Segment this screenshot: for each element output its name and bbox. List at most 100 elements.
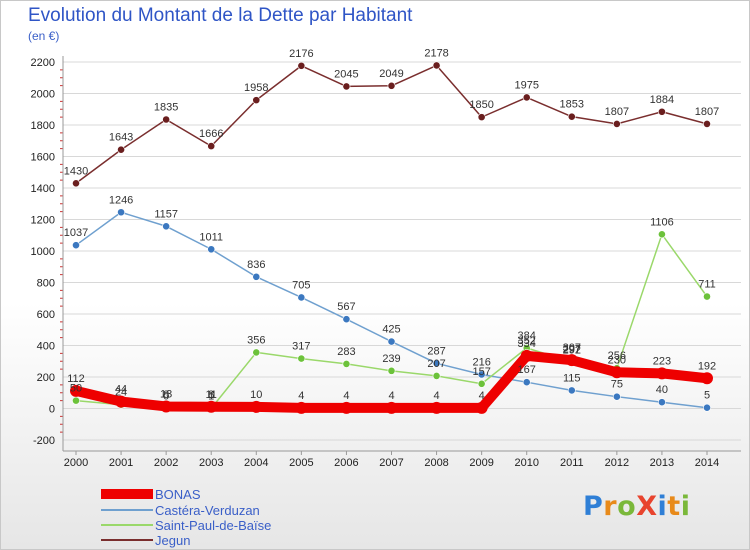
data-point xyxy=(567,112,576,121)
data-label: 2045 xyxy=(334,68,358,80)
data-label: 356 xyxy=(247,334,265,346)
data-label: 192 xyxy=(698,360,716,372)
chart-subtitle: (en €) xyxy=(28,29,60,43)
legend-swatch xyxy=(101,524,153,526)
y-tick-label: 1600 xyxy=(31,152,55,164)
legend-item-saint-paul-de-baise: Saint-Paul-de-Baïse xyxy=(101,517,272,533)
data-label: 352 xyxy=(518,335,536,347)
data-label: 1853 xyxy=(560,99,584,111)
legend-label: Jegun xyxy=(155,532,191,548)
data-point xyxy=(252,272,261,281)
data-point xyxy=(117,145,125,154)
data-point xyxy=(340,401,353,414)
data-label: 239 xyxy=(382,353,400,365)
data-point xyxy=(701,372,713,385)
data-label: 4 xyxy=(388,390,394,402)
data-point xyxy=(207,142,216,151)
x-tick-label: 2007 xyxy=(379,457,403,466)
data-point xyxy=(115,395,128,408)
data-label: 44 xyxy=(115,384,127,396)
data-point xyxy=(252,348,261,357)
x-tick-label: 2012 xyxy=(605,457,629,466)
logo-letter: o xyxy=(617,491,637,522)
data-point xyxy=(655,367,668,380)
data-point xyxy=(430,401,443,414)
data-point xyxy=(342,82,351,91)
data-label: 334 xyxy=(518,338,536,350)
data-point xyxy=(387,337,396,346)
data-label: 1246 xyxy=(109,194,133,206)
data-label: 705 xyxy=(292,279,310,291)
data-label: 13 xyxy=(160,388,172,400)
data-label: 112 xyxy=(67,373,85,385)
data-point xyxy=(567,386,576,395)
data-point xyxy=(160,400,173,413)
data-label: 2178 xyxy=(424,47,448,59)
data-label: 317 xyxy=(292,341,310,353)
data-label: 4 xyxy=(479,390,485,402)
data-point xyxy=(522,378,531,387)
data-point xyxy=(72,179,80,188)
data-label: 50 xyxy=(70,383,82,395)
data-label: 1 xyxy=(208,390,214,402)
logo-letter: X xyxy=(636,491,658,522)
data-point xyxy=(475,401,488,414)
data-point xyxy=(162,222,171,231)
data-point xyxy=(703,119,711,128)
data-point xyxy=(565,354,578,367)
data-point xyxy=(342,315,351,324)
data-label: 1807 xyxy=(695,106,719,118)
data-label: 256 xyxy=(608,350,626,362)
y-tick-label: 400 xyxy=(37,341,55,353)
data-label: 292 xyxy=(563,345,581,357)
data-label: 230 xyxy=(608,354,626,366)
data-label: 711 xyxy=(698,279,716,291)
data-label: 1958 xyxy=(244,82,268,94)
data-label: 1850 xyxy=(469,99,493,111)
legend-swatch xyxy=(101,509,153,511)
data-label: 8 xyxy=(208,389,214,401)
data-label: 1975 xyxy=(514,79,538,91)
legend-item-castera-verduzan: Castéra-Verduzan xyxy=(101,503,260,518)
logo-letter: P xyxy=(583,491,604,522)
data-label: 2049 xyxy=(379,68,403,80)
data-label: 425 xyxy=(382,324,400,336)
data-point xyxy=(522,93,531,102)
data-label: 216 xyxy=(472,356,490,368)
data-label: 283 xyxy=(337,346,355,358)
data-label: 1011 xyxy=(199,231,223,243)
data-point xyxy=(658,107,666,116)
data-label: 10 xyxy=(250,389,262,401)
data-point xyxy=(72,241,80,250)
legend-swatch xyxy=(101,539,153,541)
legend-label: Saint-Paul-de-Baïse xyxy=(155,517,272,533)
data-label: 287 xyxy=(427,345,445,357)
data-label: 1666 xyxy=(199,128,223,140)
data-label: 1106 xyxy=(650,216,674,228)
data-label: 115 xyxy=(563,372,581,384)
data-label: 0 xyxy=(163,391,169,403)
data-label: 1643 xyxy=(109,132,133,144)
x-tick-label: 2004 xyxy=(244,457,268,466)
data-point xyxy=(295,401,308,414)
data-point xyxy=(297,293,306,302)
y-tick-label: 2200 xyxy=(31,57,55,69)
y-tick-label: 1200 xyxy=(31,215,55,227)
x-tick-label: 2011 xyxy=(560,457,584,466)
data-label: 307 xyxy=(563,342,581,354)
data-point xyxy=(162,115,171,124)
x-tick-label: 2002 xyxy=(154,457,178,466)
x-tick-label: 2001 xyxy=(109,457,133,466)
data-point xyxy=(432,61,441,70)
data-label: 384 xyxy=(518,330,536,342)
data-label: 157 xyxy=(472,366,490,378)
data-point xyxy=(342,360,351,368)
data-label: 4 xyxy=(343,390,349,402)
data-label: 1835 xyxy=(154,101,178,113)
data-label: 24 xyxy=(115,387,127,399)
data-point xyxy=(252,96,261,105)
data-point xyxy=(250,400,263,413)
logo-letter: r xyxy=(603,491,618,522)
data-label: 223 xyxy=(653,355,671,367)
